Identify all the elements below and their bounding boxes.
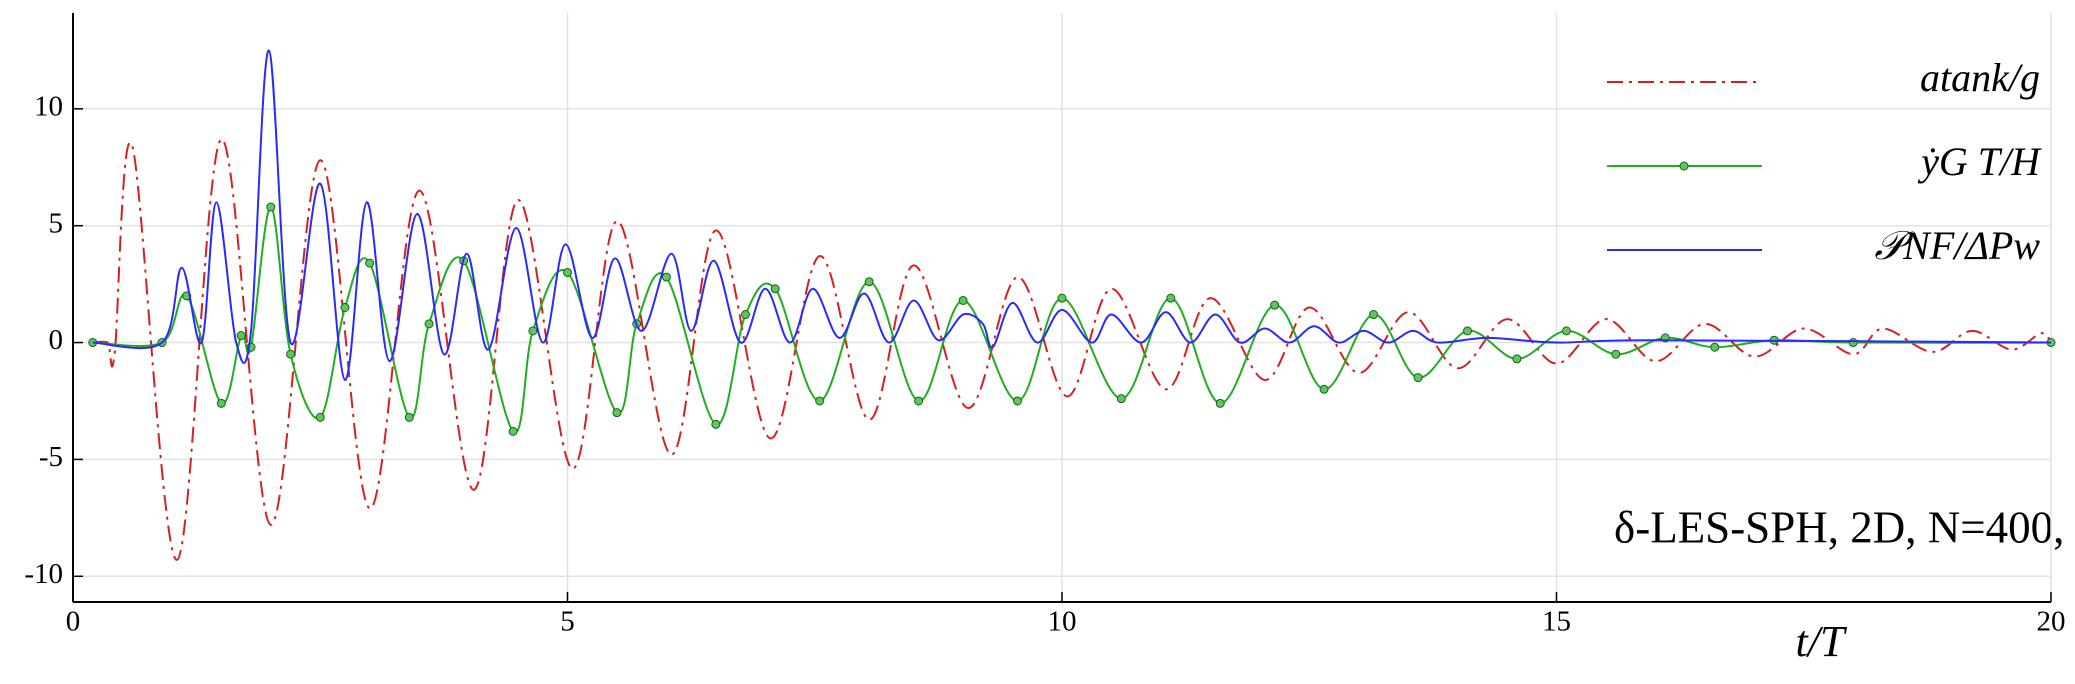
marker [286, 349, 296, 359]
legend-label: 𝒫NF/ΔPw [1874, 223, 2040, 268]
marker [1710, 342, 1720, 352]
marker [266, 202, 276, 212]
marker [1369, 310, 1379, 320]
marker [815, 396, 825, 406]
y-tick-label: -10 [24, 558, 63, 590]
x-tick-label: 10 [1048, 606, 1077, 638]
marker [661, 272, 671, 282]
marker [864, 277, 874, 287]
annotation: δ-LES-SPH, 2D, N=400, Re=233,000 [1614, 502, 2075, 552]
marker [914, 396, 924, 406]
marker [1462, 326, 1472, 336]
legend-label: ẏG T/H [1917, 139, 2042, 184]
x-tick-label: 20 [2037, 606, 2066, 638]
marker [216, 398, 226, 408]
marker [958, 295, 968, 305]
marker [236, 331, 246, 341]
y-tick-label: 10 [34, 90, 63, 122]
marker [424, 319, 434, 329]
legend-label: atank/g [1920, 55, 2040, 100]
x-axis-label: t/T [1796, 617, 1848, 666]
series-line [92, 138, 2052, 561]
marker [770, 284, 780, 294]
x-tick-label: 0 [66, 606, 81, 638]
legend-marker [1679, 161, 1689, 171]
marker [1166, 293, 1176, 303]
marker [1215, 398, 1225, 408]
marker [1512, 354, 1522, 364]
marker [528, 326, 538, 336]
marker [404, 412, 414, 422]
marker [711, 419, 721, 429]
marker [1848, 338, 1858, 348]
series-line [92, 49, 2052, 381]
marker [1413, 373, 1423, 383]
marker [1611, 349, 1621, 359]
marker [563, 267, 572, 277]
marker [1012, 396, 1022, 406]
marker [340, 303, 350, 312]
marker [315, 412, 325, 422]
x-tick-label: 15 [1542, 606, 1571, 638]
marker [741, 310, 751, 320]
marker [365, 258, 375, 268]
marker [1270, 300, 1280, 310]
series-line [92, 205, 2052, 434]
marker [612, 408, 622, 418]
marker [1116, 394, 1126, 404]
marker [1561, 326, 1571, 336]
y-tick-label: 5 [49, 207, 64, 239]
x-tick-label: 5 [560, 606, 575, 638]
y-tick-label: 0 [49, 324, 64, 356]
marker [508, 426, 518, 436]
marker [1319, 384, 1329, 394]
y-tick-label: -5 [39, 441, 63, 473]
marker [1057, 293, 1067, 303]
